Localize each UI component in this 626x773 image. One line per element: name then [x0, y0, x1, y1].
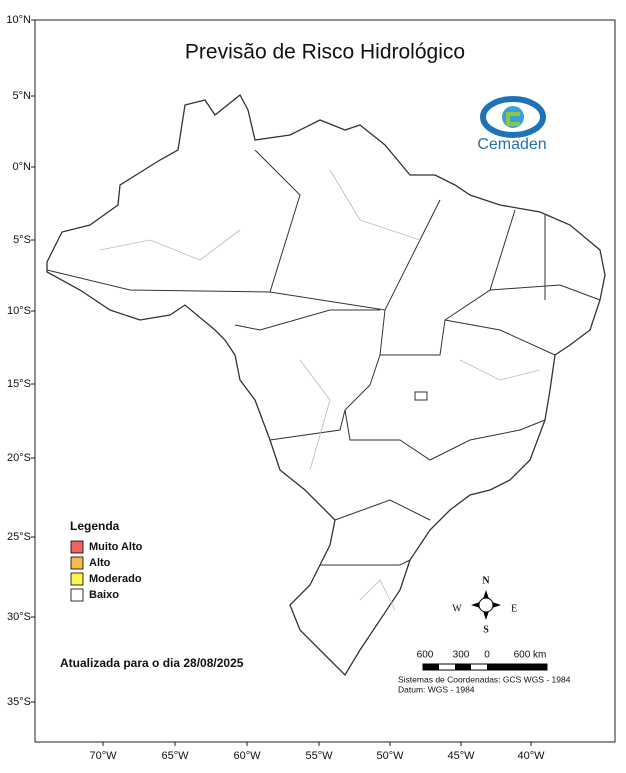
subdivision [329, 169, 421, 241]
legend-swatch [70, 556, 84, 570]
longitude-label: 40°W [517, 750, 545, 762]
border [489, 284, 601, 301]
legend: Legenda Muito Alto Alto Moderado Baixo [70, 519, 143, 602]
scale-label: 300 [453, 650, 470, 661]
longitude-label: 50°W [376, 750, 404, 762]
logo-text: Cemaden [477, 136, 546, 153]
legend-title: Legenda [70, 519, 120, 533]
latitude-label: 5°S [13, 234, 31, 246]
logo-eye [480, 96, 546, 138]
legend-label: Alto [89, 557, 111, 569]
compass: N S E W [452, 575, 517, 635]
scale-seg [423, 664, 439, 670]
credit-line: Datum: WGS - 1984 [398, 684, 475, 694]
latitude-label: 35°S [7, 696, 31, 708]
brazil [46, 94, 606, 677]
longitude-label: 45°W [447, 750, 475, 762]
logo-mark [506, 112, 520, 126]
longitude-labels: 70°W 65°W 60°W 55°W 50°W 45°W 40°W [89, 742, 545, 762]
compass-ring [478, 597, 494, 613]
legend-swatch [70, 572, 84, 586]
border [344, 354, 546, 461]
legend-swatch [70, 588, 84, 602]
border [444, 319, 556, 356]
longitude-label: 60°W [233, 750, 261, 762]
map-title: Previsão de Risco Hidrológico [185, 41, 465, 64]
scale-labels: 600 300 0 600 km [417, 650, 547, 661]
credits: Sistemas de Coordenadas: GCS WGS - 1984D… [398, 674, 571, 694]
scale-label: 600 km [514, 650, 547, 661]
scale-seg [455, 664, 471, 670]
latitude-labels: 10°N 5°N 0°N 5°S 10°S 15°S 20°S 25°S 30°S 35°S [6, 14, 35, 708]
update-note: Atualizada para o dia 28/08/2025 [60, 656, 244, 670]
longitude-label: 70°W [89, 750, 117, 762]
subdivision [459, 359, 541, 381]
legend-swatch [70, 540, 84, 554]
subdivision [299, 359, 331, 471]
scale-seg [487, 664, 547, 670]
latitude-label: 30°S [7, 611, 31, 623]
latitude-label: 20°S [7, 452, 31, 464]
federal-district [414, 391, 428, 401]
logo: Cemaden [477, 96, 547, 153]
latitude-label: 10°S [7, 305, 31, 317]
legend-label: Moderado [89, 573, 142, 585]
state-borders [46, 149, 601, 566]
longitude-label: 55°W [305, 750, 333, 762]
legend-label: Baixo [89, 589, 119, 601]
compass-w: W [452, 603, 462, 614]
compass-e: E [511, 603, 517, 614]
legend-label: Muito Alto [89, 541, 143, 553]
border [269, 409, 346, 441]
scale-label: 0 [484, 650, 490, 661]
border [234, 309, 380, 331]
latitude-label: 15°S [7, 378, 31, 390]
latitude-label: 25°S [7, 531, 31, 543]
border [320, 559, 411, 566]
latitude-label: 0°N [13, 161, 32, 173]
latitude-label: 10°N [6, 14, 31, 26]
subdivision [99, 229, 241, 261]
border [334, 499, 431, 521]
scale-label: 600 [417, 650, 434, 661]
longitude-label: 65°W [161, 750, 189, 762]
municipal-borders [99, 169, 541, 611]
latitude-label: 5°N [13, 90, 32, 102]
subdivision [359, 579, 396, 611]
border [379, 209, 516, 356]
scale-bar [422, 663, 548, 671]
compass-n: N [482, 575, 490, 586]
credit-line: Sistemas de Coordenadas: GCS WGS - 1984 [398, 674, 571, 684]
compass-s: S [483, 624, 489, 635]
country-outline [46, 94, 606, 677]
